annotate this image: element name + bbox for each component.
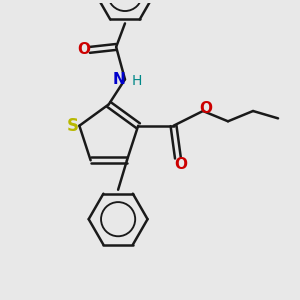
Text: N: N: [112, 72, 125, 87]
Text: O: O: [199, 100, 212, 116]
Text: S: S: [67, 117, 79, 135]
Text: O: O: [77, 42, 90, 57]
Text: H: H: [132, 74, 142, 88]
Text: O: O: [174, 157, 188, 172]
